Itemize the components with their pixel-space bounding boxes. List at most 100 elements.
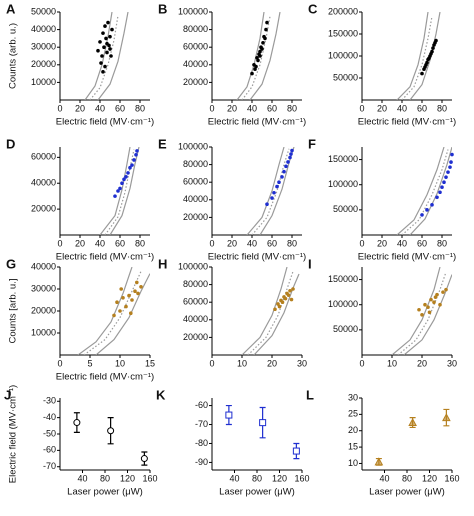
data-point bbox=[103, 64, 107, 69]
data-point bbox=[102, 45, 106, 49]
data-point bbox=[448, 165, 452, 169]
data-point bbox=[432, 300, 436, 305]
y-tick-label: 40000 bbox=[183, 59, 208, 69]
y-tick-label: -40 bbox=[43, 412, 56, 422]
y-tick-label: 40000 bbox=[31, 24, 56, 34]
y-tick-label: -80 bbox=[195, 438, 208, 448]
x-tick-label: 60 bbox=[417, 238, 427, 248]
data-point bbox=[430, 203, 434, 207]
y-tick-label: 20000 bbox=[183, 212, 208, 222]
marker bbox=[259, 419, 267, 427]
data-point bbox=[128, 165, 132, 170]
data-point bbox=[420, 213, 424, 217]
model-curve bbox=[246, 147, 285, 235]
y-tick-label: 100000 bbox=[328, 299, 358, 309]
model-curve bbox=[99, 147, 131, 235]
data-point bbox=[446, 170, 450, 174]
data-point bbox=[258, 54, 262, 58]
y-tick-label: 20 bbox=[348, 425, 358, 435]
marker bbox=[225, 411, 233, 419]
y-tick-label: 20000 bbox=[31, 305, 56, 315]
y-tick-label: 20000 bbox=[183, 332, 208, 342]
data-point bbox=[113, 194, 117, 198]
data-point bbox=[433, 295, 438, 299]
y-tick-label: 10000 bbox=[31, 327, 56, 337]
data-point bbox=[280, 300, 285, 305]
data-point bbox=[116, 189, 120, 193]
x-tick-label: 60 bbox=[115, 103, 125, 113]
model-curve bbox=[409, 147, 452, 235]
y-tick-label: 100000 bbox=[178, 261, 208, 271]
x-tick-label: 30 bbox=[297, 358, 307, 368]
y-axis-label: Counts [arb. u.] bbox=[8, 279, 19, 344]
data-point bbox=[276, 302, 280, 306]
model-curve bbox=[249, 12, 281, 100]
data-point bbox=[98, 40, 102, 44]
y-tick-label: -70 bbox=[195, 419, 208, 429]
x-axis-label: Electric field (MV·cm⁻¹) bbox=[208, 117, 306, 128]
data-point bbox=[438, 190, 442, 195]
model-curve bbox=[95, 273, 150, 355]
x-tick-label: 20 bbox=[227, 103, 237, 113]
data-point bbox=[441, 290, 445, 294]
data-point bbox=[106, 20, 110, 25]
data-point bbox=[286, 293, 291, 297]
data-point bbox=[442, 180, 446, 184]
y-tick-label: 60000 bbox=[183, 177, 208, 187]
data-point bbox=[134, 152, 138, 157]
data-point bbox=[100, 54, 104, 58]
model-curve bbox=[97, 12, 129, 100]
x-axis-label: Electric field (MV·cm⁻¹) bbox=[56, 117, 154, 128]
x-axis-label: Electric field (MV·cm⁻¹) bbox=[358, 252, 456, 263]
marker bbox=[73, 419, 81, 427]
data-point bbox=[127, 293, 131, 298]
data-point bbox=[256, 58, 260, 63]
x-tick-label: 40 bbox=[95, 238, 105, 248]
y-tick-label: 100000 bbox=[178, 6, 208, 16]
x-tick-label: 40 bbox=[95, 103, 105, 113]
model-curve bbox=[391, 267, 441, 355]
panel-label: D bbox=[6, 136, 15, 151]
data-point bbox=[135, 149, 139, 153]
panel-label: L bbox=[306, 387, 314, 402]
x-tick-label: 80 bbox=[100, 473, 110, 483]
y-tick-label: 100000 bbox=[328, 179, 358, 189]
data-point bbox=[425, 60, 429, 65]
data-point bbox=[423, 302, 427, 307]
model-curve bbox=[259, 147, 295, 235]
data-point bbox=[105, 50, 109, 55]
y-tick-label: 40000 bbox=[183, 314, 208, 324]
x-tick-label: 0 bbox=[57, 103, 62, 113]
y-tick-label: 10 bbox=[348, 458, 358, 468]
x-tick-label: 40 bbox=[247, 238, 257, 248]
model-curve bbox=[104, 149, 135, 235]
x-tick-label: 40 bbox=[247, 103, 257, 113]
data-point bbox=[286, 160, 290, 164]
x-tick-label: 80 bbox=[135, 103, 145, 113]
data-point bbox=[133, 289, 137, 294]
model-curve bbox=[77, 267, 133, 355]
x-axis-label: Electric field (MV·cm⁻¹) bbox=[358, 117, 456, 128]
y-tick-label: 25 bbox=[348, 409, 358, 419]
data-point bbox=[105, 41, 109, 46]
data-point bbox=[265, 20, 269, 25]
y-tick-label: 80000 bbox=[183, 159, 208, 169]
x-tick-label: 60 bbox=[417, 103, 427, 113]
data-point bbox=[277, 304, 282, 309]
data-point bbox=[288, 155, 292, 160]
x-axis-label: Laser power (μW) bbox=[67, 487, 143, 498]
y-tick-label: -50 bbox=[43, 428, 56, 438]
data-point bbox=[261, 41, 265, 45]
x-tick-label: 15 bbox=[145, 358, 155, 368]
x-tick-label: 10 bbox=[115, 358, 125, 368]
data-point bbox=[282, 169, 286, 174]
model-curve bbox=[409, 12, 441, 100]
y-tick-label: 150000 bbox=[328, 274, 358, 284]
x-tick-label: 40 bbox=[229, 473, 239, 483]
data-point bbox=[129, 311, 133, 316]
y-tick-label: 30000 bbox=[31, 283, 56, 293]
y-tick-label: 80000 bbox=[183, 24, 208, 34]
data-point bbox=[112, 313, 116, 318]
data-point bbox=[434, 38, 438, 43]
